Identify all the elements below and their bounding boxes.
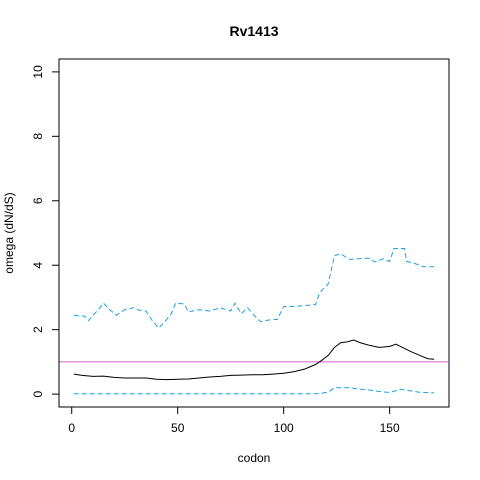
- x-tick-label: 100: [274, 421, 294, 435]
- chart-title: Rv1413: [229, 23, 278, 39]
- y-tick-label: 10: [31, 65, 45, 79]
- x-axis: 0 50 100 150: [68, 406, 400, 435]
- y-tick-label: 0: [31, 390, 45, 397]
- plot-frame: [58, 58, 450, 408]
- y-axis-label: omega (dN/dS): [2, 192, 16, 273]
- lower-ci-line: [73, 387, 435, 395]
- upper-ci-line: [73, 248, 435, 329]
- y-tick-label: 8: [31, 133, 45, 140]
- y-tick-label: 4: [31, 262, 45, 269]
- y-tick-label: 6: [31, 197, 45, 204]
- x-tick-label: 50: [171, 421, 185, 435]
- y-axis: 0 2 4 6 8 10: [31, 65, 60, 397]
- x-axis-label: codon: [238, 451, 271, 465]
- median-line: [73, 339, 435, 381]
- x-tick-label: 0: [68, 421, 75, 435]
- x-tick-label: 150: [380, 421, 400, 435]
- y-tick-label: 2: [31, 326, 45, 333]
- series-group: [73, 248, 435, 395]
